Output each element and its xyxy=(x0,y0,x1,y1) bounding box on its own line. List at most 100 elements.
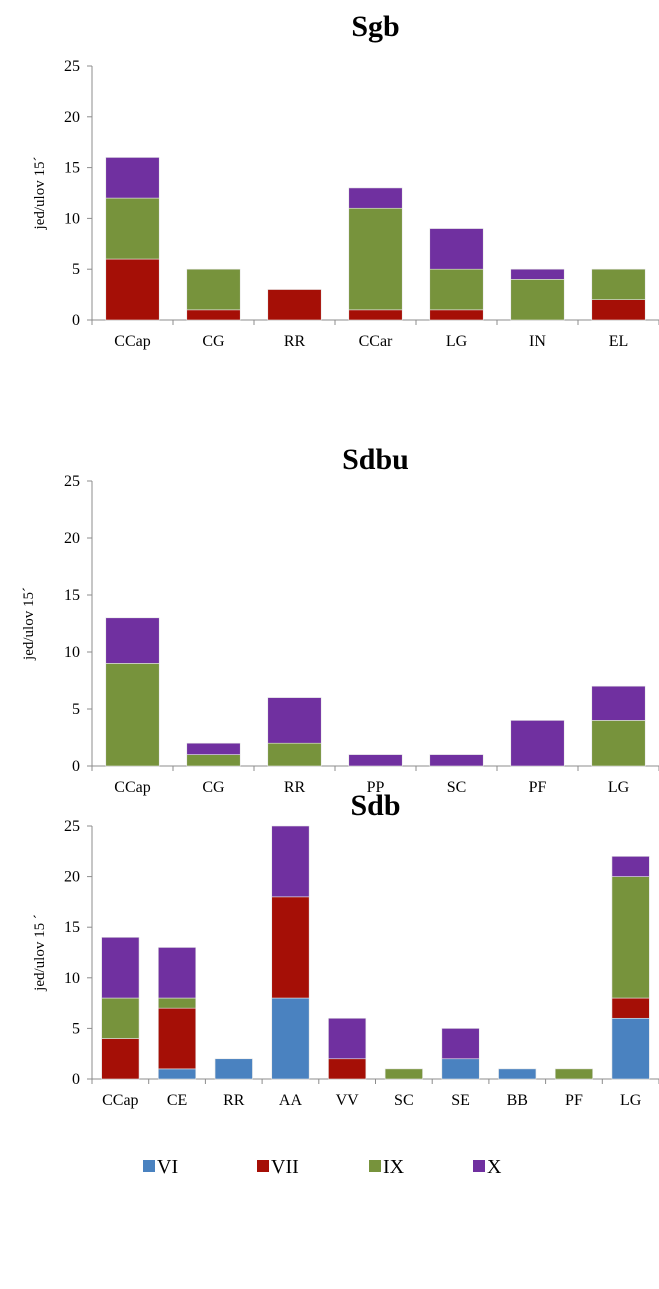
y-tick-label: 20 xyxy=(64,530,80,547)
bar-segment-ix-sc xyxy=(384,1068,423,1080)
x-tick-label: CCap xyxy=(114,333,150,350)
bar-segment-ix-ccap xyxy=(105,197,160,260)
bar-segment-ix-lg xyxy=(591,720,646,767)
legend-item-vii: VII xyxy=(257,1156,299,1178)
x-tick-label: CE xyxy=(167,1092,187,1109)
bar-segment-ix-ce xyxy=(158,997,197,1009)
x-tick-label: IN xyxy=(529,333,546,350)
y-tick-label: 15 xyxy=(64,587,80,604)
y-tick-label: 20 xyxy=(64,109,80,126)
chart-sgb: Sgb jed/ulov 15´ 0 5 10 15 20 25 CCap CG RR CCar L… xyxy=(32,10,659,350)
bar-segment-x-vv xyxy=(328,1017,367,1060)
x-tick-label: EL xyxy=(609,333,629,350)
bar-segment-x-lg xyxy=(591,685,646,721)
bar-segment-vii-ce xyxy=(158,1007,197,1070)
bar-segment-x-sc xyxy=(429,754,484,767)
x-tick-label: CG xyxy=(202,779,225,796)
bar-segment-vii-el xyxy=(591,299,646,321)
bar-segment-ix-ccap xyxy=(101,997,140,1039)
bar-segment-vii-ccap xyxy=(105,258,160,321)
chart-sdb: Sdb jed/ulov 15 ´ 0 5 10 15 20 25 CCap CE RR AA VV… xyxy=(32,789,659,1109)
bar-segment-x-ce xyxy=(158,947,197,999)
legend-label: IX xyxy=(383,1156,405,1178)
y-tick-label: 10 xyxy=(64,970,80,987)
legend-swatch xyxy=(143,1160,155,1172)
bar-segment-vii-cg xyxy=(186,309,241,321)
bar-segment-x-cg xyxy=(186,742,241,755)
bar-segment-ix-lg xyxy=(611,876,650,999)
legend-label: VII xyxy=(271,1156,299,1178)
legend-label: VI xyxy=(157,1156,178,1178)
bar-segment-x-lg xyxy=(429,228,484,270)
bar-segment-x-aa xyxy=(271,825,310,898)
bar-segment-vii-rr xyxy=(267,289,322,321)
legend-label: X xyxy=(487,1156,502,1178)
x-tick-label: PF xyxy=(565,1092,583,1109)
y-tick-label: 0 xyxy=(72,312,80,329)
x-tick-label: RR xyxy=(284,779,306,796)
plot-area: 0 5 10 15 20 25 CCap CG RR PP SC PF LG xyxy=(64,473,659,796)
y-tick-label: 25 xyxy=(64,818,80,835)
bar-segment-vi-rr xyxy=(214,1058,253,1080)
bar-segment-ix-ccar xyxy=(348,207,403,311)
plot-area: 0 5 10 15 20 25 CCap CE RR AA VV SC SE BB PF LG xyxy=(64,818,659,1109)
bar-segment-x-pp xyxy=(348,754,403,767)
bar-segment-x-ccap xyxy=(105,157,160,199)
legend-item-x: X xyxy=(473,1156,502,1178)
y-tick-label: 0 xyxy=(72,758,80,775)
bar-segment-vi-lg xyxy=(611,1017,650,1080)
y-axis-label: jed/ulov 15´ xyxy=(21,587,37,661)
legend: VI VII IX X xyxy=(143,1156,502,1178)
y-tick-label: 15 xyxy=(64,919,80,936)
bar-segment-x-se xyxy=(441,1028,480,1060)
bar-segment-x-ccap xyxy=(101,937,140,999)
x-tick-label: LG xyxy=(620,1092,642,1109)
y-tick-label: 10 xyxy=(64,210,80,227)
bar-segment-x-lg xyxy=(611,856,650,877)
bar-segment-vi-aa xyxy=(271,997,310,1080)
x-tick-label: RR xyxy=(284,333,306,350)
y-tick-label: 25 xyxy=(64,58,80,75)
legend-item-vi: VI xyxy=(143,1156,178,1178)
bar-segment-ix-lg xyxy=(429,268,484,311)
bar-segment-vii-ccap xyxy=(101,1038,140,1080)
bar-segment-vii-ccar xyxy=(348,309,403,321)
bar-segment-x-pf xyxy=(510,720,565,767)
bar-segment-x-in xyxy=(510,268,565,280)
x-tick-label: LG xyxy=(446,333,468,350)
x-tick-label: SE xyxy=(451,1092,470,1109)
bar-segment-ix-cg xyxy=(186,754,241,767)
chart-title: Sdbu xyxy=(342,443,409,476)
bar-segment-vii-vv xyxy=(328,1058,367,1080)
bar-segment-vi-ce xyxy=(158,1068,197,1080)
bar-segment-ix-rr xyxy=(267,742,322,767)
x-tick-label: CCar xyxy=(359,333,393,350)
chart-title: Sdb xyxy=(350,789,400,822)
bar-segment-ix-el xyxy=(591,268,646,300)
bar-segment-ix-cg xyxy=(186,268,241,311)
x-tick-label: BB xyxy=(507,1092,528,1109)
y-tick-label: 15 xyxy=(64,160,80,177)
x-tick-label: VV xyxy=(336,1092,360,1109)
bar-segment-ix-ccap xyxy=(105,663,160,767)
x-tick-label: SC xyxy=(394,1092,414,1109)
bar-segment-vii-lg xyxy=(611,997,650,1019)
legend-item-ix: IX xyxy=(369,1156,405,1178)
bar-segment-ix-pf xyxy=(554,1068,593,1080)
y-tick-label: 20 xyxy=(64,869,80,886)
legend-swatch xyxy=(257,1160,269,1172)
x-tick-label: PF xyxy=(529,779,547,796)
bar-segment-x-rr xyxy=(267,697,322,744)
legend-swatch xyxy=(369,1160,381,1172)
x-tick-label: SC xyxy=(447,779,467,796)
x-tick-label: CCap xyxy=(114,779,150,796)
bar-segment-vi-se xyxy=(441,1058,480,1080)
bar-segment-vi-bb xyxy=(498,1068,537,1080)
bar-segment-ix-in xyxy=(510,279,565,321)
plot-area: 0 5 10 15 20 25 CCap CG RR CCar LG IN EL xyxy=(64,58,659,350)
y-axis-label: jed/ulov 15 ´ xyxy=(32,914,48,992)
y-tick-label: 5 xyxy=(72,261,80,278)
x-tick-label: CG xyxy=(202,333,225,350)
legend-swatch xyxy=(473,1160,485,1172)
